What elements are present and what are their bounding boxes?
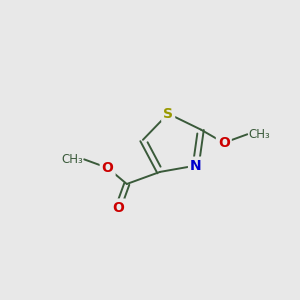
Text: N: N: [190, 159, 202, 172]
Text: CH₃: CH₃: [249, 128, 271, 141]
Text: O: O: [218, 136, 230, 150]
Text: S: S: [163, 107, 173, 121]
Text: O: O: [112, 200, 124, 214]
Text: CH₃: CH₃: [61, 153, 82, 166]
Text: O: O: [102, 161, 114, 175]
